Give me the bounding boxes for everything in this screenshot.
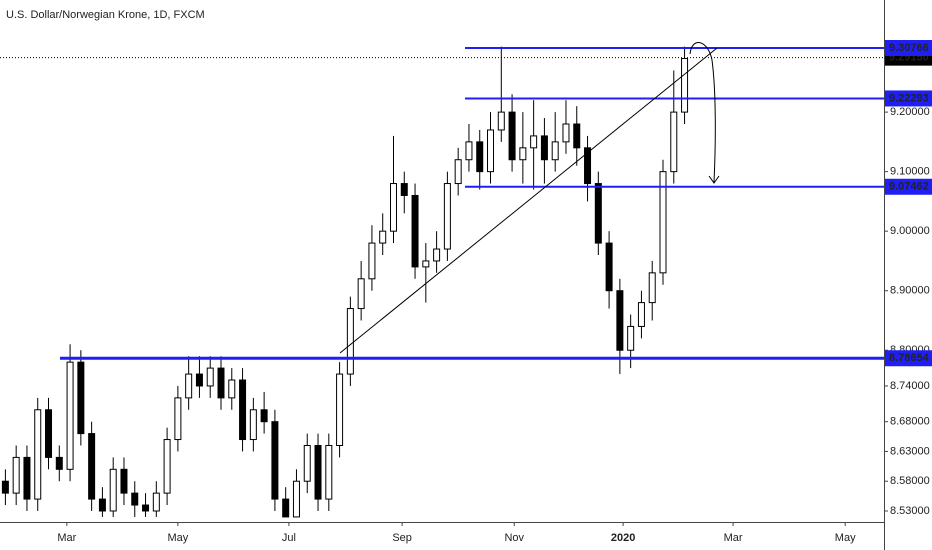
level-label: 9.22293 <box>889 92 929 104</box>
level-box <box>885 178 932 195</box>
level-box <box>885 90 932 107</box>
candle-body <box>627 325 635 351</box>
x-tick-label: Mar <box>57 532 76 544</box>
candle-body <box>411 194 419 268</box>
candle-body <box>336 373 344 446</box>
candle-body <box>282 498 290 518</box>
candle-body <box>540 135 548 161</box>
y-tick-label: 8.68000 <box>890 416 930 428</box>
candle-body <box>433 248 441 262</box>
y-tick-label: 9.00000 <box>890 225 930 237</box>
candle-body <box>314 444 322 500</box>
level-label: 8.78654 <box>889 352 930 364</box>
candle-body <box>195 373 203 387</box>
candle-body <box>637 302 645 327</box>
candle-body <box>142 504 150 512</box>
candle-body <box>163 439 171 494</box>
y-tick-label: 8.53000 <box>890 505 930 517</box>
candle-body <box>530 135 538 149</box>
candle-body <box>573 123 581 149</box>
candle-body <box>562 123 570 143</box>
candle-body <box>174 397 182 441</box>
candle-body <box>400 183 408 196</box>
candle-body <box>1 480 9 494</box>
candle-body <box>131 492 139 506</box>
candle-body <box>260 409 268 423</box>
candle-body <box>23 456 31 500</box>
candle-body <box>228 379 236 399</box>
candle-body <box>519 147 527 161</box>
candle-body <box>497 111 505 131</box>
candle-body <box>109 468 117 512</box>
x-tick-label: Jul <box>282 532 296 544</box>
candles <box>1 46 689 518</box>
candle-body <box>487 129 495 173</box>
level-box <box>885 350 932 367</box>
candle-body <box>45 409 53 458</box>
candle-body <box>389 183 397 232</box>
x-tick-label: Sep <box>392 532 412 544</box>
chart-title: U.S. Dollar/Norwegian Krone, 1D, FXCM <box>6 9 205 21</box>
x-tick-label: 2020 <box>611 532 635 544</box>
x-tick-label: May <box>167 532 188 544</box>
y-tick-label: 8.63000 <box>890 445 930 457</box>
candle-body <box>120 468 128 494</box>
candle-body <box>454 159 462 185</box>
candle-body <box>594 183 602 244</box>
candle-body <box>357 278 365 310</box>
y-tick-label: 9.20000 <box>890 106 930 118</box>
candle-body <box>185 373 193 399</box>
candle-body <box>346 308 354 375</box>
candle-body <box>88 433 96 500</box>
x-tick-label: Mar <box>724 532 743 544</box>
candle-body <box>292 480 300 518</box>
y-tick-label: 8.74000 <box>890 380 930 392</box>
candle-body <box>648 272 656 304</box>
candle-body <box>681 58 689 113</box>
candle-body <box>379 230 387 244</box>
candle-body <box>55 456 63 470</box>
candle-body <box>66 361 74 470</box>
candle-body <box>271 421 279 500</box>
candle-body <box>12 456 20 494</box>
candle-body <box>508 111 516 161</box>
y-tick-label: 9.10000 <box>890 166 930 178</box>
candle-body <box>465 141 473 161</box>
candle-body <box>239 379 247 441</box>
candle-body <box>325 444 333 500</box>
candle-body <box>670 111 678 173</box>
candle-body <box>476 141 484 173</box>
trend-line <box>339 47 718 354</box>
candle-body <box>217 367 225 399</box>
level-box <box>885 40 932 57</box>
x-tick-label: May <box>835 532 856 544</box>
level-label: 9.07462 <box>889 181 929 193</box>
candle-body <box>368 242 376 280</box>
candle-body <box>34 409 42 500</box>
projection-arrow <box>689 42 716 183</box>
level-label: 9.30766 <box>889 42 929 54</box>
arrow-head <box>708 175 720 184</box>
candle-body <box>584 147 592 185</box>
candle-body <box>206 367 214 387</box>
candle-body <box>303 444 311 482</box>
candle-body <box>152 492 160 512</box>
candle-body <box>659 171 667 274</box>
y-tick-label: 8.58000 <box>890 475 930 487</box>
candle-body <box>616 290 624 351</box>
candle-body <box>551 141 559 161</box>
candle-body <box>443 183 451 250</box>
candle-body <box>77 361 85 435</box>
x-tick-label: Nov <box>504 532 524 544</box>
candle-body <box>605 242 613 292</box>
candle-body <box>249 409 257 441</box>
candle-body <box>98 498 106 512</box>
y-tick-label: 8.90000 <box>890 285 930 297</box>
candle-body <box>422 260 430 268</box>
